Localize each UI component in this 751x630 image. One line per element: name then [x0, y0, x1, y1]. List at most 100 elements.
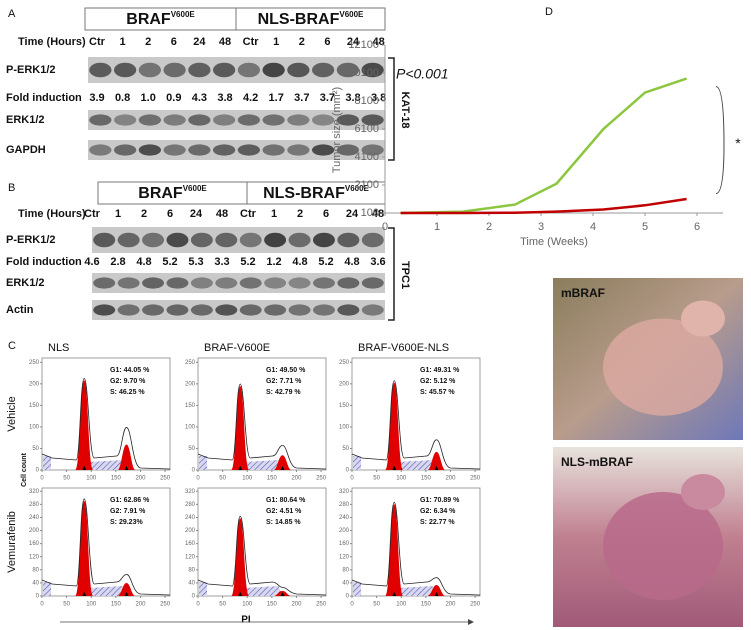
- blot-band: [188, 114, 211, 126]
- x-tick-label: 150: [421, 602, 432, 608]
- histogram-outline: [41, 377, 171, 470]
- phase-s: [240, 460, 283, 470]
- peak-marker: [392, 592, 397, 596]
- y-tick-label: 40: [188, 580, 195, 586]
- y-tick-label: 40: [32, 580, 39, 586]
- blot-band: [163, 144, 186, 156]
- x-tick-label: 50: [373, 602, 380, 608]
- fold-value: 3.3: [214, 256, 229, 268]
- y-axis-title: Tumor size (mm²): [331, 87, 343, 173]
- lane-label: 6: [167, 208, 173, 220]
- stat-text: G1: 44.05 %: [110, 367, 150, 374]
- y-tick-label: 320: [185, 489, 196, 495]
- x-tick-label: 6: [694, 221, 700, 233]
- y-tick-label: 200: [185, 528, 196, 534]
- y-tick-label: 50: [188, 446, 195, 452]
- blot-band: [89, 144, 112, 156]
- blot-band: [336, 114, 360, 126]
- plot-frame: [351, 487, 481, 597]
- x-tick-label: 50: [63, 476, 70, 482]
- blot-band: [312, 304, 335, 316]
- stat-text: S: 14.85 %: [266, 519, 301, 526]
- phase-g1: [231, 518, 250, 596]
- y-tick-label: 200: [339, 528, 350, 534]
- x-tick-label: 5: [642, 221, 648, 233]
- blot-band: [311, 144, 335, 156]
- stat-text: S: 42.79 %: [266, 389, 301, 396]
- column-title: BRAF-V600E-NLS: [358, 342, 449, 354]
- phase-g1: [75, 500, 94, 596]
- mouse-head: [681, 300, 725, 337]
- group-header: NLS-BRAFV600E: [263, 184, 369, 202]
- blot-background: [92, 227, 385, 253]
- y-tick-label: 50: [32, 446, 39, 452]
- lane-label: 24: [346, 208, 359, 220]
- stat-text: S: 22.77 %: [420, 519, 455, 526]
- x-tick-label: 100: [86, 476, 97, 482]
- bracket: [715, 86, 725, 195]
- x-tick-label: 100: [396, 476, 407, 482]
- fold-value: 4.8: [136, 256, 151, 268]
- y-tick-label: 100: [361, 207, 379, 219]
- x-tick-label: 50: [219, 476, 226, 482]
- bracket: [388, 57, 395, 161]
- histogram-outline: [41, 498, 171, 596]
- y-tick-label: 4100: [355, 151, 379, 163]
- blot-band: [337, 277, 360, 289]
- time-label: Time (Hours): [18, 36, 86, 48]
- stat-text: G2: 7.91 %: [110, 508, 146, 515]
- x-tick-label: 150: [111, 476, 122, 482]
- fold-value: 3.7: [320, 92, 335, 104]
- x-tick-label: 150: [267, 602, 278, 608]
- stat-text: S: 46.25 %: [110, 389, 145, 396]
- blot-band: [212, 144, 236, 156]
- y-tick-label: 0: [36, 468, 40, 474]
- blot-band: [262, 114, 285, 126]
- lane-label: Ctr: [89, 36, 106, 48]
- time-label: Time (Hours): [18, 208, 86, 220]
- y-tick-label: 100: [29, 425, 40, 431]
- y-tick-label: 100: [339, 425, 350, 431]
- group-box: [84, 7, 386, 31]
- column-title: BRAF-V600E: [204, 342, 270, 354]
- peak-marker: [124, 592, 129, 596]
- column-title: NLS: [48, 342, 69, 354]
- lane-label: 6: [171, 36, 177, 48]
- mouse-body: [603, 318, 723, 416]
- blot-band: [237, 144, 261, 156]
- phase-g1: [75, 380, 94, 470]
- group-name: BRAF: [138, 185, 183, 202]
- lane-label: 24: [347, 36, 360, 48]
- blot-band: [117, 277, 140, 289]
- blot-band: [138, 144, 162, 156]
- x-tick-label: 200: [135, 476, 146, 482]
- blot-band: [264, 277, 287, 289]
- x-axis-title: PI: [241, 615, 251, 626]
- photo-label: NLS-mBRAF: [561, 455, 633, 469]
- stat-text: G2: 7.71 %: [266, 378, 302, 385]
- blot-band: [361, 62, 384, 78]
- fold-value: 5.2: [318, 256, 333, 268]
- x-tick-label: 50: [219, 602, 226, 608]
- histogram-outline: [197, 383, 327, 470]
- lane-label: 2: [299, 36, 305, 48]
- x-tick-label: 200: [445, 602, 456, 608]
- fold-value: 3.9: [89, 92, 104, 104]
- blot-band: [89, 114, 112, 126]
- y-tick-label: 0: [192, 594, 196, 600]
- blot-band: [361, 277, 384, 289]
- fold-value: 4.3: [192, 92, 207, 104]
- blot-band: [264, 232, 287, 248]
- x-tick-label: 50: [373, 476, 380, 482]
- blot-band: [239, 304, 262, 316]
- blot-band: [239, 232, 262, 248]
- cell-line: TPC1: [399, 261, 411, 289]
- debris: [199, 456, 207, 470]
- blot-band: [163, 114, 186, 126]
- blot-band: [262, 144, 285, 156]
- blot-band: [262, 62, 285, 78]
- histogram-outline: [351, 380, 481, 470]
- x-tick-label: 0: [196, 602, 200, 608]
